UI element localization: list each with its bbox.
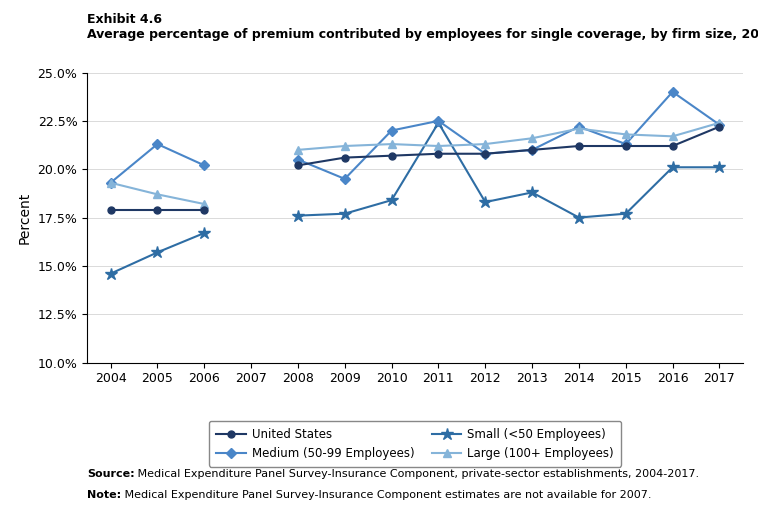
Line: Medium (50-99 Employees): Medium (50-99 Employees) bbox=[107, 140, 208, 186]
Text: Average percentage of premium contributed by employees for single coverage, by f: Average percentage of premium contribute… bbox=[87, 28, 758, 41]
Large (100+ Employees) bbox=[199, 201, 208, 207]
Small (<50 Employees) bbox=[153, 249, 162, 255]
Line: Small (<50 Employees): Small (<50 Employees) bbox=[105, 227, 211, 280]
United States bbox=[153, 207, 162, 213]
United States bbox=[199, 207, 208, 213]
Text: Exhibit 4.6: Exhibit 4.6 bbox=[87, 13, 162, 26]
Text: Note:: Note: bbox=[87, 490, 121, 499]
Y-axis label: Percent: Percent bbox=[18, 192, 32, 243]
Medium (50-99 Employees) bbox=[153, 141, 162, 147]
Legend: United States, Medium (50-99 Employees), Small (<50 Employees), Large (100+ Empl: United States, Medium (50-99 Employees),… bbox=[209, 421, 621, 467]
Line: United States: United States bbox=[107, 206, 208, 213]
Large (100+ Employees) bbox=[106, 180, 115, 186]
Small (<50 Employees) bbox=[199, 230, 208, 236]
Medium (50-99 Employees) bbox=[199, 162, 208, 168]
Text: Source:: Source: bbox=[87, 469, 135, 479]
Medium (50-99 Employees) bbox=[106, 180, 115, 186]
Small (<50 Employees) bbox=[106, 270, 115, 277]
Line: Large (100+ Employees): Large (100+ Employees) bbox=[106, 179, 208, 208]
Text: Medical Expenditure Panel Survey-Insurance Component estimates are not available: Medical Expenditure Panel Survey-Insuran… bbox=[121, 490, 651, 499]
United States bbox=[106, 207, 115, 213]
Text: Medical Expenditure Panel Survey-Insurance Component, private-sector establishme: Medical Expenditure Panel Survey-Insuran… bbox=[134, 469, 700, 479]
Large (100+ Employees) bbox=[153, 191, 162, 197]
